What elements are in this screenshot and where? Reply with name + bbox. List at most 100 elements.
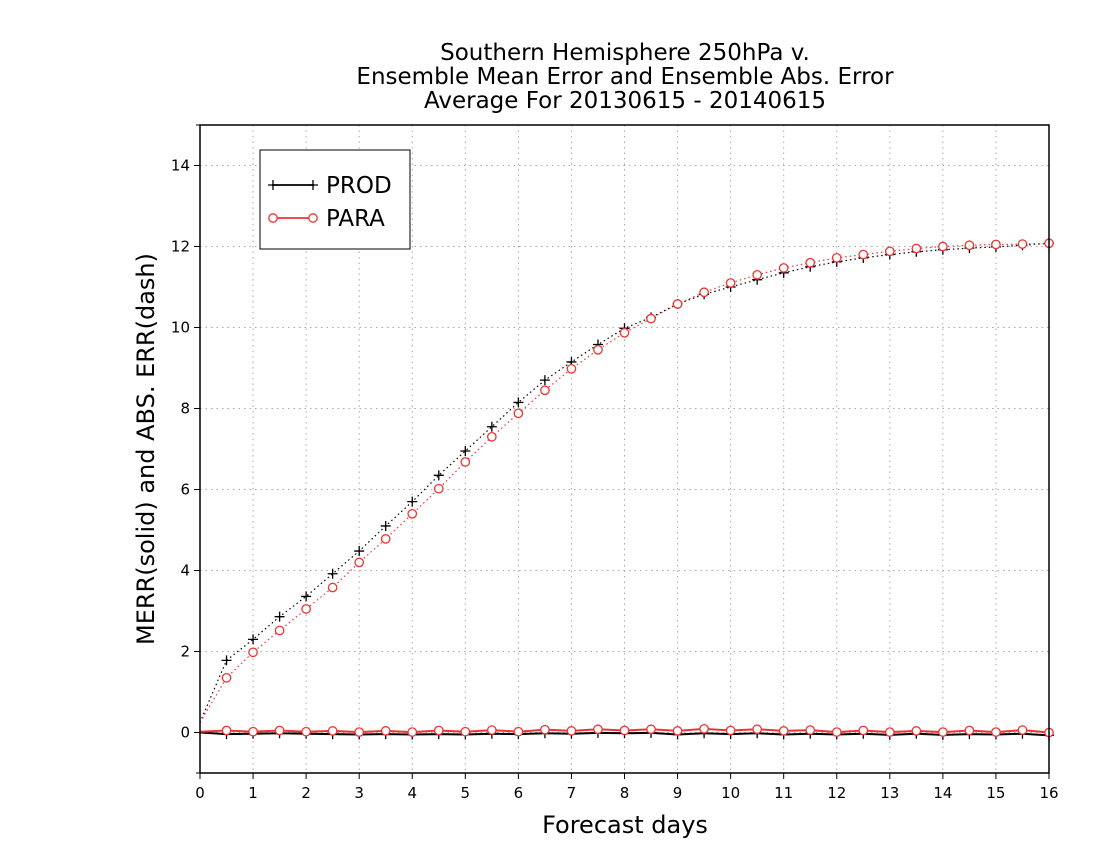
mean-err-point <box>646 724 656 735</box>
legend-marker <box>308 213 318 223</box>
x-tick-label: 8 <box>620 784 630 802</box>
mean-err-point <box>460 726 471 737</box>
mean-err-point <box>566 726 577 736</box>
mean-err-point <box>327 726 338 736</box>
legend-box <box>259 149 411 250</box>
mean-err-point <box>301 726 311 737</box>
legend-marker <box>308 180 318 190</box>
mean-err-point <box>725 725 736 736</box>
x-tick-label: 3 <box>354 784 364 802</box>
mean-err-point <box>858 725 869 736</box>
abs-err-point <box>831 252 842 263</box>
legend-marker <box>268 180 278 190</box>
x-tick-label: 12 <box>827 784 846 802</box>
abs-err-point <box>619 327 630 338</box>
mean-err-point <box>619 725 630 736</box>
abs-err-point <box>991 239 1001 250</box>
mean-err-point <box>752 724 763 735</box>
legend-entry-prod: PROD <box>268 173 392 199</box>
mean-err-point <box>1017 725 1028 735</box>
mean-err-point <box>699 724 709 734</box>
abs-err-point <box>646 313 656 324</box>
abs-err-point <box>539 375 550 386</box>
x-tick-label: 4 <box>407 784 417 802</box>
mean-err-point <box>513 726 524 737</box>
y-tick-label: 14 <box>171 157 190 175</box>
axis-ticks <box>194 124 1050 779</box>
abs-err-point <box>805 257 816 268</box>
abs-err-point <box>301 591 312 602</box>
abs-err-point <box>540 385 550 396</box>
abs-err-point <box>884 246 895 257</box>
x-tick-label: 10 <box>721 784 740 802</box>
legend-marker <box>268 213 278 223</box>
y-tick-label: 12 <box>171 238 190 256</box>
mean-err-point <box>593 724 603 735</box>
mean-err-point <box>831 727 842 737</box>
abs-err-point <box>407 508 418 519</box>
legend-entry-para: PARA <box>268 206 385 232</box>
abs-err-point <box>964 240 975 251</box>
abs-err-point <box>433 483 444 494</box>
abs-err-point <box>486 421 497 432</box>
abs-err-point <box>327 582 338 593</box>
x-axis-label: Forecast days <box>542 811 708 839</box>
legend-label: PROD <box>326 173 392 199</box>
abs-err-point <box>274 611 285 622</box>
x-tick-label: 15 <box>986 784 1005 802</box>
abs-err-point <box>327 568 338 579</box>
mean-err-point <box>407 727 418 737</box>
abs-err-point <box>380 520 391 531</box>
abs-err-point <box>858 249 869 260</box>
mean-err-point <box>486 725 497 735</box>
abs-err-line-prod <box>199 242 1050 723</box>
y-tick-label: 0 <box>180 724 190 742</box>
x-tick-label: 1 <box>248 784 258 802</box>
title-line-2: Ensemble Mean Error and Ensemble Abs. Er… <box>356 64 894 90</box>
x-tick-label: 0 <box>195 784 205 802</box>
mean-err-point <box>911 726 922 736</box>
mean-err-point <box>778 726 789 736</box>
x-tick-label: 14 <box>933 784 952 802</box>
legend: PROD PARA <box>259 149 411 250</box>
abs-err-point <box>672 299 683 309</box>
x-tick-labels: 0 1 2 3 4 5 6 7 8 9 10 11 12 13 14 15 16 <box>195 784 1058 802</box>
x-tick-label: 7 <box>567 784 577 802</box>
abs-err-point <box>699 287 709 298</box>
abs-err-point <box>566 363 577 374</box>
legend-label: PARA <box>326 206 385 232</box>
mean-err-point <box>354 727 365 737</box>
abs-err-point <box>752 269 763 280</box>
y-tick-label: 10 <box>171 319 190 337</box>
abs-err-point <box>1017 239 1028 249</box>
abs-err-point <box>938 241 948 252</box>
abs-err-point <box>486 431 497 442</box>
plot-frame <box>199 124 1050 774</box>
y-tick-label: 8 <box>180 400 190 418</box>
abs-err-point <box>248 634 259 645</box>
mean-err-point <box>380 726 391 736</box>
y-tick-labels: 0 2 4 6 8 10 12 14 <box>171 157 190 742</box>
y-tick-label: 6 <box>180 481 190 499</box>
mean-err-point <box>964 725 975 736</box>
y-axis-label: MERR(solid) and ABS. ERR(dash) <box>132 253 160 645</box>
y-tick-label: 4 <box>180 562 190 580</box>
abs-err-point <box>274 625 285 636</box>
legend-entries: PROD PARA <box>268 173 392 232</box>
mean-err-point <box>540 724 550 735</box>
series-prod <box>199 238 1054 741</box>
x-tick-label: 13 <box>880 784 899 802</box>
mean-err-point <box>274 725 285 736</box>
title-line-3: Average For 20130615 - 20140615 <box>424 88 826 114</box>
abs-err-point <box>911 243 922 254</box>
mean-err-point <box>248 726 258 737</box>
mean-err-point <box>672 726 683 736</box>
mean-err-point <box>221 725 232 736</box>
x-tick-label: 5 <box>461 784 471 802</box>
mean-err-point <box>805 725 816 735</box>
mean-err-point <box>938 727 948 737</box>
abs-err-point <box>513 397 524 408</box>
abs-err-point <box>301 604 311 614</box>
abs-err-point <box>725 278 736 288</box>
